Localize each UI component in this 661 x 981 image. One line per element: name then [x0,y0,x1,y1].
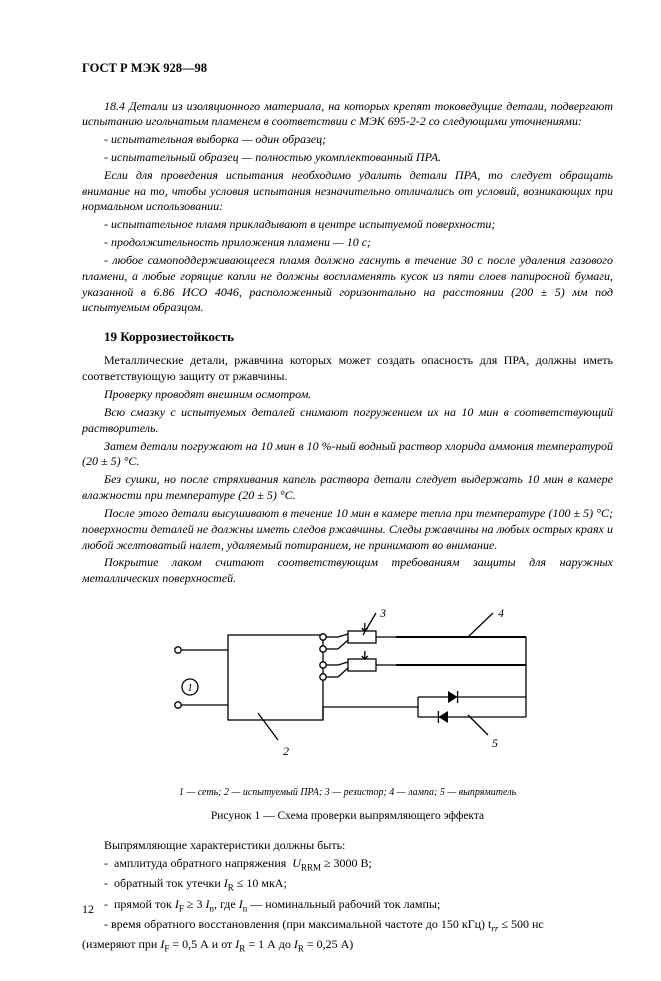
para-18-4-lead: 18.4 Детали из изоляционного материала, … [82,99,613,131]
bullet-1: - испытательная выборка — один образец; [82,132,613,148]
char-b4-tail: ≤ 500 нс [498,917,543,931]
char-b5-lead: (измеряют при [82,937,160,951]
bullet-3: - испытательное пламя прикладывают в цен… [82,217,613,233]
char-b4: - время обратного восстановления (при ма… [82,917,613,935]
p19-5: Без сушки, но после стряхивания капель р… [82,472,613,504]
bullet-2: - испытательный образец — полностью уком… [82,150,613,166]
char-b5: (измеряют при IF = 0,5 А и от IR = 1 А д… [82,937,613,955]
char-b4-lead: - время обратного восстановления (при ма… [104,917,491,931]
bullet-4: - продолжительность приложения пламени —… [82,235,613,251]
char-b2: - обратный ток утечки IR ≤ 10 мкА; [82,876,613,894]
char-lead: Выпрямляющие характеристики должны быть: [82,838,613,854]
svg-text:5: 5 [492,736,498,750]
p19-4: Затем детали погружают на 10 мин в 10 %-… [82,439,613,471]
circuit-diagram: 1 2 3 4 5 [148,605,548,775]
figure-caption: Рисунок 1 — Схема проверки выпрямляющего… [82,809,613,824]
figure-legend: 1 — сеть; 2 — испытуемый ПРА; 3 — резист… [82,786,613,799]
char-b1: - амплитуда обратного напряжения URRM ≥ … [82,856,613,874]
p19-3: Всю смазку с испытуемых деталей снимают … [82,405,613,437]
doc-header: ГОСТ Р МЭК 928—98 [82,60,613,77]
page-number: 12 [82,902,94,917]
svg-text:1: 1 [187,682,193,694]
char-b5-tail: = 0,25 А) [304,937,353,951]
char-b5-mid: = 0,5 А и от [169,937,235,951]
bullet-5: - любое самоподдерживающееся пламя должн… [82,253,613,316]
p19-7: Покрытие лаком считают соответствующим т… [82,555,613,587]
svg-text:2: 2 [283,744,289,758]
p19-1: Металлические детали, ржавчина которых м… [82,353,613,385]
figure-1: 1 2 3 4 5 1 — сеть; 2 — испытуемый ПРА; 3 — … [82,605,613,824]
svg-text:3: 3 [379,606,386,620]
para-18-4-a: Если для проведения испытания необходимо… [82,168,613,215]
char-b5-mid2: = 1 А до [245,937,294,951]
p19-2: Проверку проводят внешним осмотром. [82,387,613,403]
p19-6: После этого детали высушивают в течение … [82,506,613,553]
section-19-title: 19 Коррозиестойкость [104,328,613,345]
svg-text:4: 4 [498,606,504,620]
char-b3: - прямой ток IF ≥ 3 In, где In — номинал… [82,897,613,915]
